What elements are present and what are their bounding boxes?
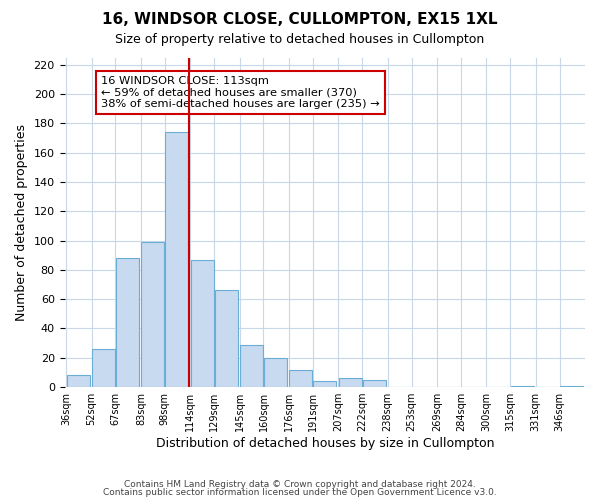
Text: 16, WINDSOR CLOSE, CULLOMPTON, EX15 1XL: 16, WINDSOR CLOSE, CULLOMPTON, EX15 1XL	[102, 12, 498, 28]
Y-axis label: Number of detached properties: Number of detached properties	[15, 124, 28, 321]
X-axis label: Distribution of detached houses by size in Cullompton: Distribution of detached houses by size …	[155, 437, 494, 450]
Text: Size of property relative to detached houses in Cullompton: Size of property relative to detached ho…	[115, 32, 485, 46]
Bar	[313, 381, 337, 387]
Bar	[142, 242, 164, 387]
Bar	[289, 370, 313, 387]
Bar	[191, 260, 214, 387]
Bar	[511, 386, 533, 387]
Bar	[338, 378, 362, 387]
Bar	[240, 344, 263, 387]
Bar	[67, 376, 89, 387]
Text: 16 WINDSOR CLOSE: 113sqm
← 59% of detached houses are smaller (370)
38% of semi-: 16 WINDSOR CLOSE: 113sqm ← 59% of detach…	[101, 76, 380, 109]
Bar	[165, 132, 188, 387]
Bar	[362, 380, 386, 387]
Bar	[92, 349, 115, 387]
Bar	[264, 358, 287, 387]
Bar	[560, 386, 583, 387]
Text: Contains HM Land Registry data © Crown copyright and database right 2024.: Contains HM Land Registry data © Crown c…	[124, 480, 476, 489]
Bar	[116, 258, 139, 387]
Text: Contains public sector information licensed under the Open Government Licence v3: Contains public sector information licen…	[103, 488, 497, 497]
Bar	[215, 290, 238, 387]
